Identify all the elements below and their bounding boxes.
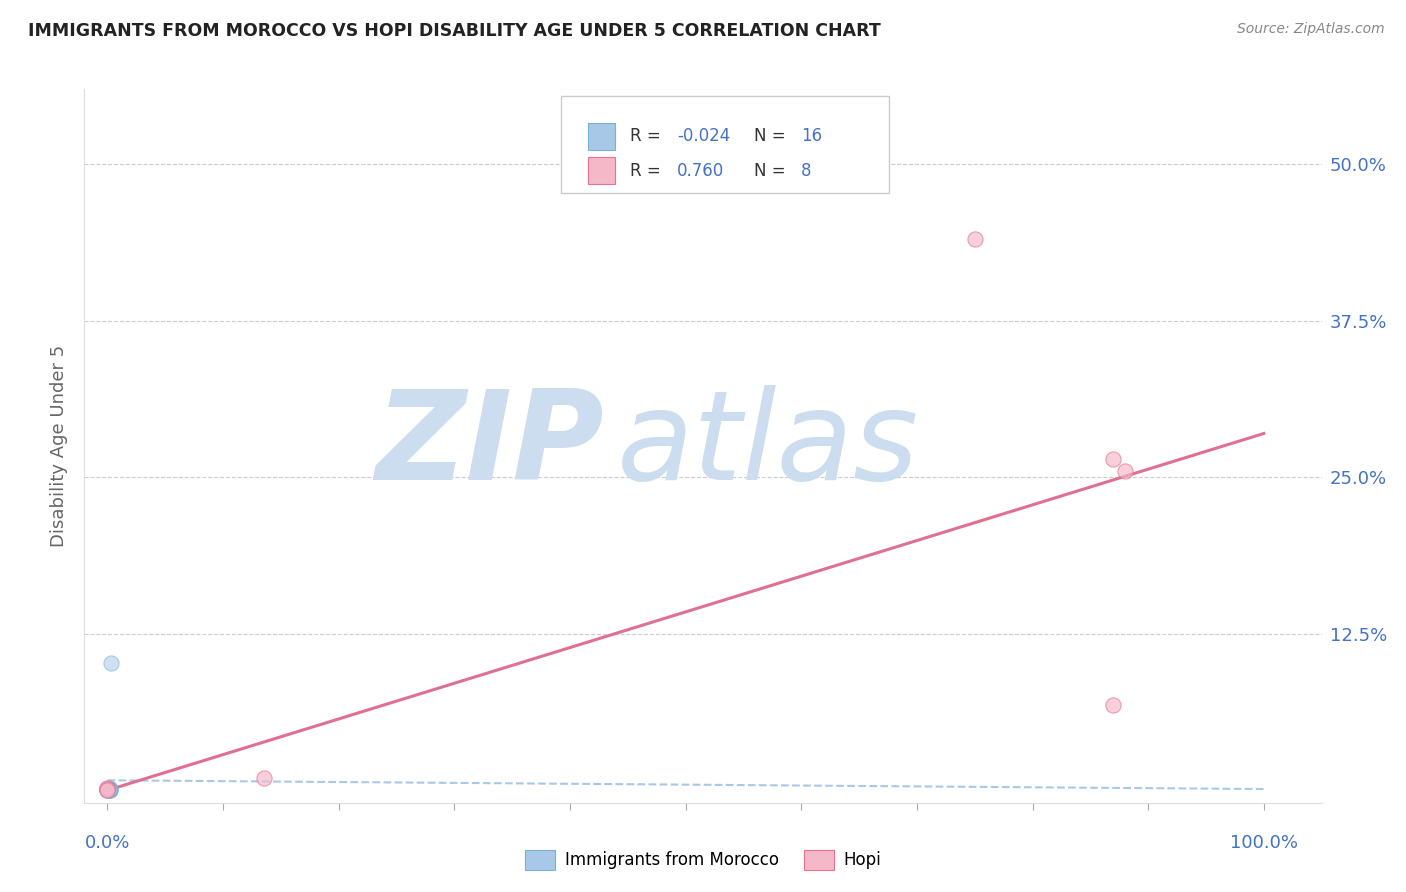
Point [1102, 698, 1125, 713]
Text: IMMIGRANTS FROM MOROCCO VS HOPI DISABILITY AGE UNDER 5 CORRELATION CHART: IMMIGRANTS FROM MOROCCO VS HOPI DISABILI… [28, 22, 882, 40]
Text: -0.024: -0.024 [678, 128, 730, 145]
Point [97, 782, 120, 797]
Point [96, 783, 118, 797]
Point [96, 780, 118, 795]
Point [100, 656, 122, 670]
Text: 0.0%: 0.0% [84, 834, 131, 852]
Text: ZIP: ZIP [375, 385, 605, 507]
Point [98, 782, 121, 797]
FancyBboxPatch shape [561, 96, 889, 193]
Text: N =: N = [754, 128, 790, 145]
Point [98, 783, 121, 797]
Point [963, 232, 986, 246]
Text: 16: 16 [801, 128, 823, 145]
Text: Source: ZipAtlas.com: Source: ZipAtlas.com [1237, 22, 1385, 37]
Text: N =: N = [754, 161, 790, 180]
Point [97, 783, 120, 797]
Text: R =: R = [630, 161, 666, 180]
Point [1102, 451, 1125, 466]
Point [1114, 464, 1136, 478]
FancyBboxPatch shape [588, 157, 616, 185]
Text: atlas: atlas [616, 385, 918, 507]
Point [96, 783, 118, 797]
Y-axis label: Disability Age Under 5: Disability Age Under 5 [51, 345, 69, 547]
Point [98, 782, 121, 797]
Legend: Immigrants from Morocco, Hopi: Immigrants from Morocco, Hopi [517, 843, 889, 877]
Point [97, 783, 120, 797]
Point [96, 782, 118, 797]
Text: R =: R = [630, 128, 666, 145]
Text: 100.0%: 100.0% [1230, 834, 1298, 852]
FancyBboxPatch shape [588, 123, 616, 150]
Point [252, 771, 274, 785]
Point [97, 782, 120, 797]
Point [97, 782, 120, 797]
Point [96, 783, 118, 797]
Point [98, 783, 121, 797]
Point [97, 780, 120, 795]
Text: 0.760: 0.760 [678, 161, 724, 180]
Point [96, 782, 118, 797]
Point [96, 782, 118, 797]
Point [97, 783, 120, 797]
Text: 8: 8 [801, 161, 811, 180]
